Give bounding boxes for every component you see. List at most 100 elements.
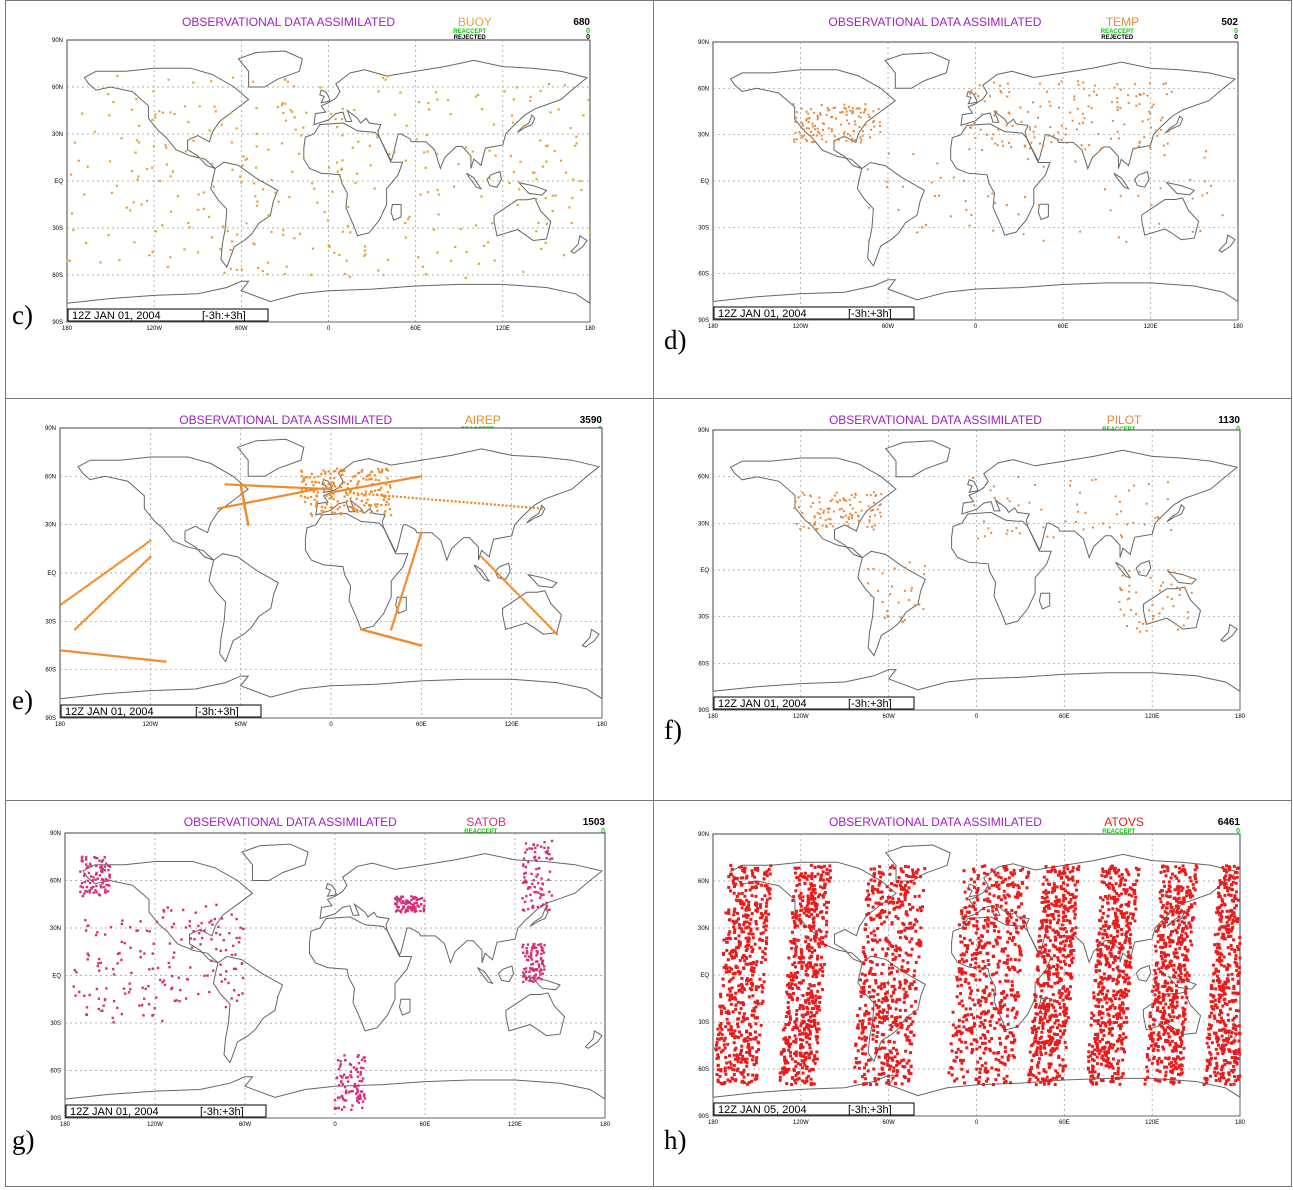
- lat-tick-label: 30N: [45, 523, 56, 529]
- landmass-sumatra: [1115, 561, 1132, 579]
- lat-tick-label: 60N: [45, 474, 56, 480]
- valid-date: 12Z JAN 01, 2004: [718, 308, 807, 320]
- lon-tick-label: 60W: [882, 324, 895, 330]
- landmass-australia: [493, 197, 552, 242]
- lon-tick-label: 180: [1233, 324, 1244, 330]
- lon-tick-label: 180: [708, 1120, 719, 1126]
- lon-tick-label: 60E: [1059, 1120, 1070, 1126]
- panel-caption: e): [12, 685, 33, 715]
- valid-date: 12Z JAN 05, 2004: [718, 1104, 807, 1116]
- panel-title: OBSERVATIONAL DATA ASSIMILATED: [829, 15, 1042, 29]
- lat-tick-label: 90S: [698, 318, 709, 324]
- valid-time-label: 12Z JAN 01, 2004 [-3h:+3h]: [67, 308, 269, 322]
- table-border: [5, 0, 1292, 1187]
- panel-caption: h): [664, 1125, 687, 1155]
- time-window: [-3h:+3h]: [848, 1104, 892, 1116]
- landmass-new-guinea: [1165, 181, 1196, 196]
- lat-tick-label: 30S: [698, 615, 709, 621]
- lon-tick-label: 180: [585, 326, 596, 332]
- valid-time-label: 12Z JAN 01, 2004 [-3h:+3h]: [713, 306, 915, 320]
- observation-points: [792, 80, 1224, 243]
- landmass-new-guinea: [530, 976, 561, 991]
- landmass-uk: [967, 479, 979, 493]
- reaccept-label: REACCEPT: [1101, 29, 1134, 35]
- lat-tick-label: EQ: [700, 568, 709, 574]
- observation-count: 1503: [583, 817, 606, 828]
- lon-tick-label: 60E: [416, 722, 427, 728]
- observation-type: TEMP: [1106, 15, 1139, 29]
- landmass-antarctica: [66, 280, 591, 323]
- panel-caption: f): [664, 715, 682, 745]
- lat-tick-label: 60S: [52, 273, 63, 279]
- map-panel-buoy: BUOY OBSERVATIONAL DATA ASSIMILATED 680 REA…: [5, 0, 653, 398]
- reaccept-label: REACCEPT: [464, 829, 497, 835]
- observation-type: AIREP: [465, 413, 501, 427]
- landmass-greenland: [236, 438, 305, 477]
- lat-tick-label: 90N: [52, 38, 63, 44]
- map-panel-temp: TEMP OBSERVATIONAL DATA ASSIMILATED 502 REA…: [653, 0, 1292, 398]
- landmass-south-america: [210, 161, 279, 269]
- lat-tick-label: 90N: [50, 831, 61, 837]
- landmass-antarctica: [712, 1074, 1241, 1117]
- landmass-borneo: [1135, 560, 1152, 577]
- landmass-uk: [321, 478, 334, 494]
- lon-tick-label: 120E: [1143, 324, 1157, 330]
- landmass-new-zealand: [1218, 234, 1236, 253]
- observation-type: ATOVS: [1104, 815, 1144, 829]
- panel-title: OBSERVATIONAL DATA ASSIMILATED: [182, 15, 395, 29]
- observation-points: [58, 467, 558, 663]
- coastlines: [64, 843, 606, 1119]
- lat-tick-label: 90S: [45, 716, 56, 722]
- lat-tick-label: EQ: [47, 571, 56, 577]
- landmass-borneo: [497, 965, 515, 983]
- observation-count: 3590: [580, 415, 603, 426]
- observation-type: SATOB: [466, 815, 506, 829]
- landmass-north-america: [83, 67, 250, 169]
- landmass-japan: [529, 908, 549, 927]
- observation-count: 6461: [1218, 817, 1241, 828]
- lat-tick-label: 90S: [698, 708, 709, 714]
- valid-time-label: 12Z JAN 05, 2004 [-3h:+3h]: [713, 1102, 915, 1116]
- landmass-madagascar: [395, 596, 407, 614]
- valid-date: 12Z JAN 01, 2004: [718, 698, 807, 710]
- observation-points: [793, 475, 1193, 633]
- lon-tick-label: 180: [62, 326, 73, 332]
- lat-tick-label: 60N: [698, 879, 709, 885]
- coastlines: [66, 50, 591, 323]
- landmass-new-zealand: [584, 1030, 603, 1049]
- lat-tick-label: 60S: [698, 1067, 709, 1073]
- lon-tick-label: 60E: [1058, 324, 1069, 330]
- lon-tick-label: 180: [1235, 1120, 1246, 1126]
- time-window: [-3h:+3h]: [848, 698, 892, 710]
- landmass-greenland: [241, 843, 309, 881]
- lon-tick-label: 60E: [1059, 714, 1070, 720]
- lon-tick-label: 180: [600, 1122, 611, 1128]
- landmass-new-guinea: [1166, 570, 1197, 585]
- observation-map: SATOB OBSERVATIONAL DATA ASSIMILATED 1503 R…: [50, 815, 611, 1128]
- landmass-europe-asia: [313, 59, 589, 171]
- lon-tick-label: 120W: [793, 714, 809, 720]
- valid-time-label: 12Z JAN 01, 2004 [-3h:+3h]: [65, 1104, 267, 1118]
- landmass-south-america: [857, 955, 926, 1063]
- lat-tick-label: 60N: [52, 85, 63, 91]
- lat-tick-label: 30N: [52, 132, 63, 138]
- lat-tick-label: 30N: [698, 521, 709, 527]
- landmass-new-zealand: [581, 628, 600, 648]
- landmass-japan: [526, 504, 546, 524]
- landmass-madagascar: [1037, 203, 1049, 221]
- observation-points: [72, 839, 554, 1111]
- landmass-north-america: [729, 457, 897, 559]
- lon-tick-label: 180: [708, 714, 719, 720]
- landmass-uk: [319, 89, 331, 104]
- landmass-greenland: [884, 440, 951, 478]
- landmass-new-zealand: [570, 234, 588, 254]
- landmass-europe-asia: [319, 853, 604, 965]
- lon-tick-label: 120W: [793, 1120, 809, 1126]
- lat-tick-label: 30S: [698, 1020, 709, 1026]
- landmass-south-america: [856, 161, 926, 267]
- coastlines: [712, 52, 1239, 321]
- panel-title: OBSERVATIONAL DATA ASSIMILATED: [184, 815, 397, 829]
